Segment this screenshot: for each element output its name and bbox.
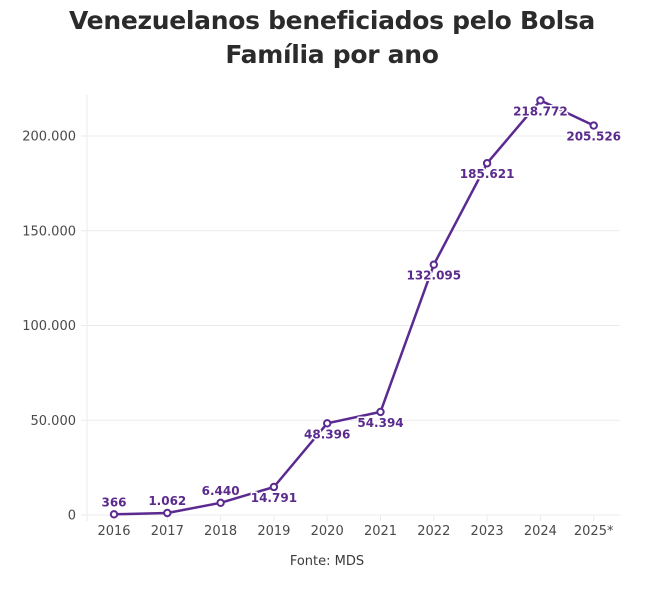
chart-title: Venezuelanos beneficiados pelo Bolsa Fam…: [0, 4, 664, 72]
y-tick-label: 150.000: [22, 224, 76, 239]
x-tick-label: 2024: [524, 524, 557, 539]
data-labels: 366 1.062 6.440 14.791 48.396 54.394 132.095 18…: [100, 103, 623, 511]
x-tick-label: 2018: [204, 524, 237, 539]
data-point: [163, 508, 172, 518]
y-tick-label: 100.000: [22, 319, 76, 334]
data-point: [269, 482, 279, 492]
data-label: 366: [101, 495, 126, 509]
gridlines: [81, 95, 620, 521]
x-tick-label: 2021: [364, 524, 397, 539]
data-point: [429, 260, 438, 269]
data-label: 132.095: [406, 269, 461, 283]
data-markers: [109, 96, 598, 519]
y-tick-label: 0: [68, 509, 76, 524]
y-tick-label: 200.000: [22, 130, 76, 145]
data-point: [109, 510, 119, 519]
y-axis-labels: 0 50.000 100.000 150.000 200.000: [22, 130, 76, 524]
chart-title-line-1: Venezuelanos beneficiados pelo Bolsa: [68, 6, 595, 35]
x-tick-label: 2017: [151, 524, 184, 539]
data-point: [589, 121, 598, 130]
data-point: [482, 159, 492, 168]
data-label: 6.440: [202, 484, 240, 498]
data-label: 14.791: [251, 491, 297, 505]
y-tick-label: 50.000: [31, 414, 77, 429]
data-label: 185.621: [460, 167, 515, 181]
series-line: [112, 99, 595, 516]
data-point: [323, 419, 332, 428]
data-point: [376, 407, 385, 417]
x-tick-label: 2023: [471, 524, 504, 539]
x-ticks: [113, 515, 595, 521]
data-point: [216, 498, 225, 507]
data-label: 218.772: [513, 104, 568, 118]
x-tick-label: 2022: [417, 524, 450, 539]
chart-title-line-2: Família por ano: [225, 40, 439, 69]
source-note: Fonte: MDS: [289, 554, 365, 569]
data-label: 48.396: [304, 427, 350, 441]
x-tick-label: 2019: [257, 524, 290, 539]
x-tick-label: 2016: [97, 524, 130, 539]
data-label: 205.526: [566, 130, 621, 144]
data-label: 1.062: [148, 494, 186, 508]
x-tick-label: 2025*: [574, 524, 614, 539]
x-axis-labels: 2016 2017 2018 2019 2020 2021 2022 2023 2024 2025…: [97, 524, 614, 539]
x-tick-label: 2020: [311, 524, 344, 539]
data-label: 54.394: [357, 416, 403, 430]
data-point: [536, 96, 545, 105]
